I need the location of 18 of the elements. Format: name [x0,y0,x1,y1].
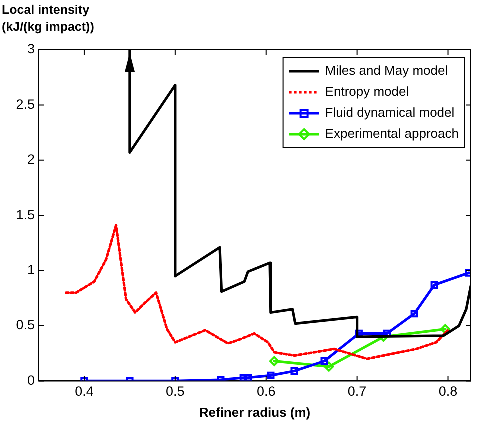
x-tick-label: 0.6 [256,384,276,400]
y-axis-title: Local intensity (kJ/(kg impact)) [2,2,96,36]
y-tick-label: 1 [27,262,35,278]
x-axis-title: Refiner radius (m) [199,404,311,420]
y-tick-label: 1.5 [16,207,35,222]
x-tick-label: 0.8 [438,384,458,400]
y-tick-label: 0.5 [16,318,35,333]
y-tick-label: 2 [27,152,35,168]
x-tick-label: 0.5 [166,384,185,400]
y-tick-label: 0 [27,372,35,388]
x-tick-label: 0.4 [75,384,94,400]
legend-label: Miles and May model [325,63,448,78]
y-tick-label: 2.5 [16,96,35,112]
x-tick-label: 0.7 [348,384,367,400]
legend-label: Experimental approach [325,126,460,142]
legend-label: Fluid dynamical model [325,105,455,120]
legend-label: Entropy model [325,84,410,100]
y-tick-label: 3 [27,42,35,57]
